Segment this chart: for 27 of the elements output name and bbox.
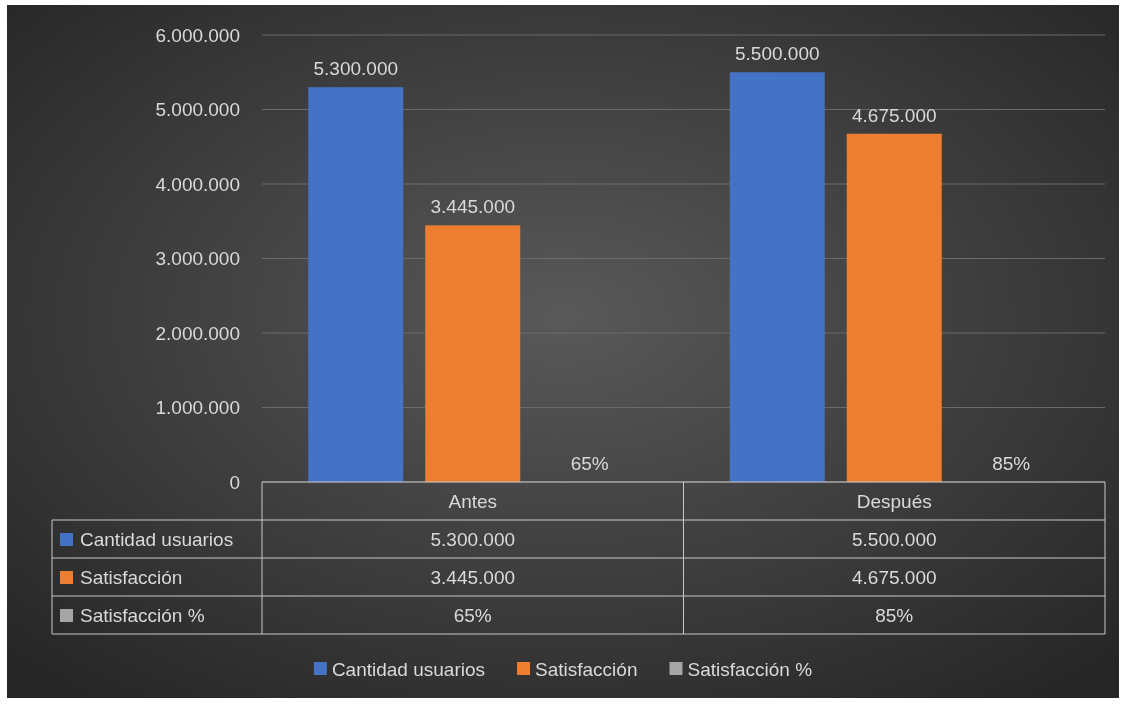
text: 5.500.000 [734,43,820,65]
y-tick-label: 3.000.000 [155,248,240,270]
y-tick-label: 0 [229,471,240,493]
text: 85% [992,453,1031,474]
text: 5.300.000 [313,58,399,80]
y-tick-label: 2.000.000 [155,322,240,344]
data-label: 5.300.000 [430,529,516,550]
y-tick-label: 1.000.000 [155,397,240,419]
data-label: 85% [875,605,914,626]
data-label: 65% [453,605,492,626]
legend-label: Satisfacción % [80,605,205,626]
data-label: 3.445.000 [430,567,516,588]
text: 4.675.000 [851,104,937,126]
legend-label: Satisfacción [535,659,638,680]
legend-label: Cantidad usuarios [80,529,234,550]
y-tick-label: 5.000.000 [155,99,240,121]
x-tick-label: Antes [448,491,498,512]
x-tick-label: Después [856,491,932,512]
y-tick-label: 4.000.000 [155,173,240,195]
text: Cantidad usuarios [331,659,486,680]
text: Satisfacción % [687,659,813,680]
text: Satisfacción [80,567,183,588]
y-tick-label: 6.000.000 [155,24,240,46]
data-label: 4.675.000 [851,567,937,588]
text: 65% [570,453,609,474]
text: 3.445.000 [430,196,516,218]
data-label: 5.500.000 [851,529,937,550]
